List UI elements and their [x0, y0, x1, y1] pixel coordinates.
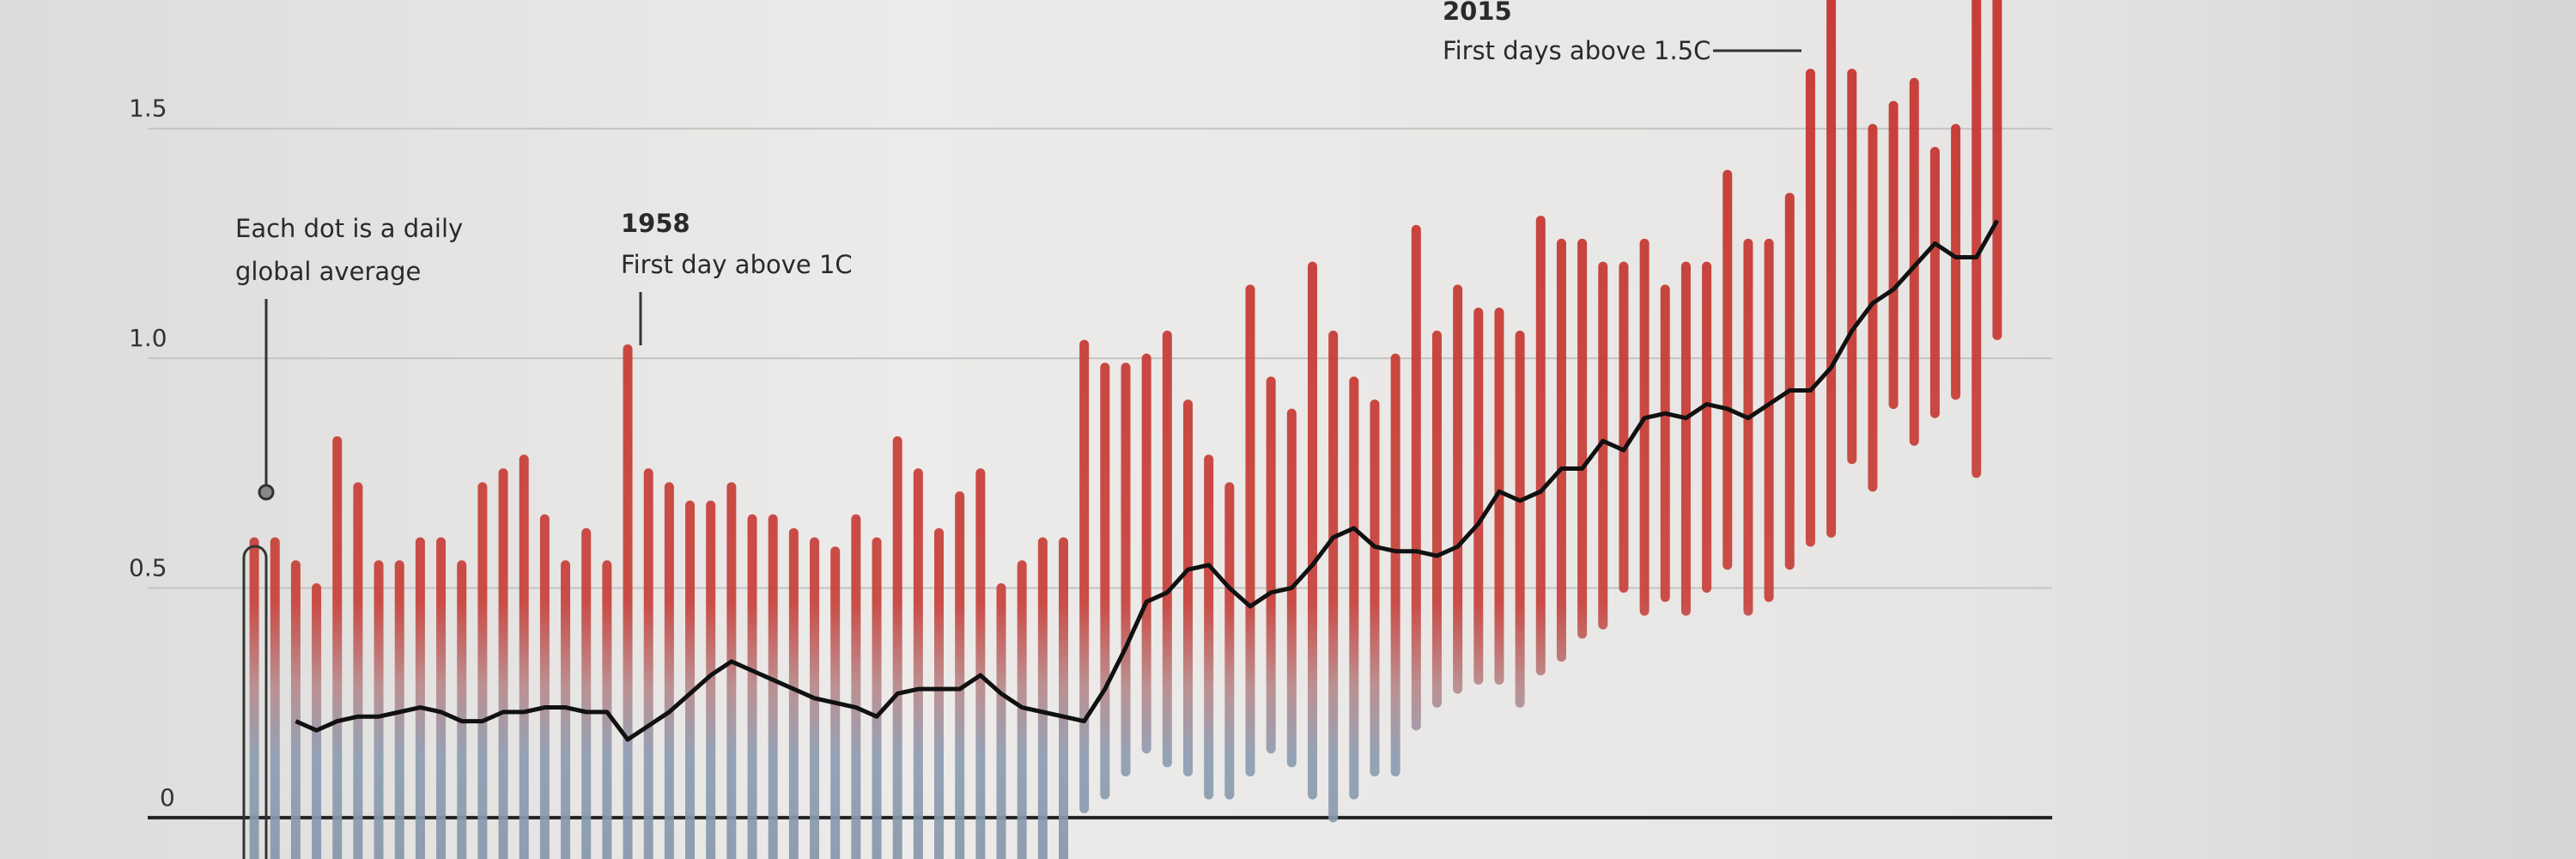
columns — [249, 0, 2002, 859]
annotation-title: 2015 — [1443, 0, 1512, 26]
leader-dot — [258, 484, 275, 501]
y-tick-label: 0 — [160, 783, 175, 812]
annotation-text: Each dot is a daily — [235, 214, 463, 243]
y-tick-label: 0.5 — [129, 553, 167, 582]
average-line — [295, 219, 2000, 742]
annotations: Each dot is a daily global average 1958 … — [235, 0, 1801, 859]
annotation-text: First day above 1C — [621, 250, 853, 279]
column-bracket — [242, 545, 268, 859]
average-layer — [295, 219, 2000, 742]
annotation-title: 1958 — [621, 209, 690, 238]
annotation-text: global average — [235, 257, 421, 286]
y-tick-label: 1.0 — [129, 324, 167, 352]
grid: 0 0.5 1.0 1.5 — [129, 94, 2052, 819]
y-tick-label: 1.5 — [129, 94, 167, 123]
annotation-text: First days above 1.5C — [1443, 36, 1710, 65]
